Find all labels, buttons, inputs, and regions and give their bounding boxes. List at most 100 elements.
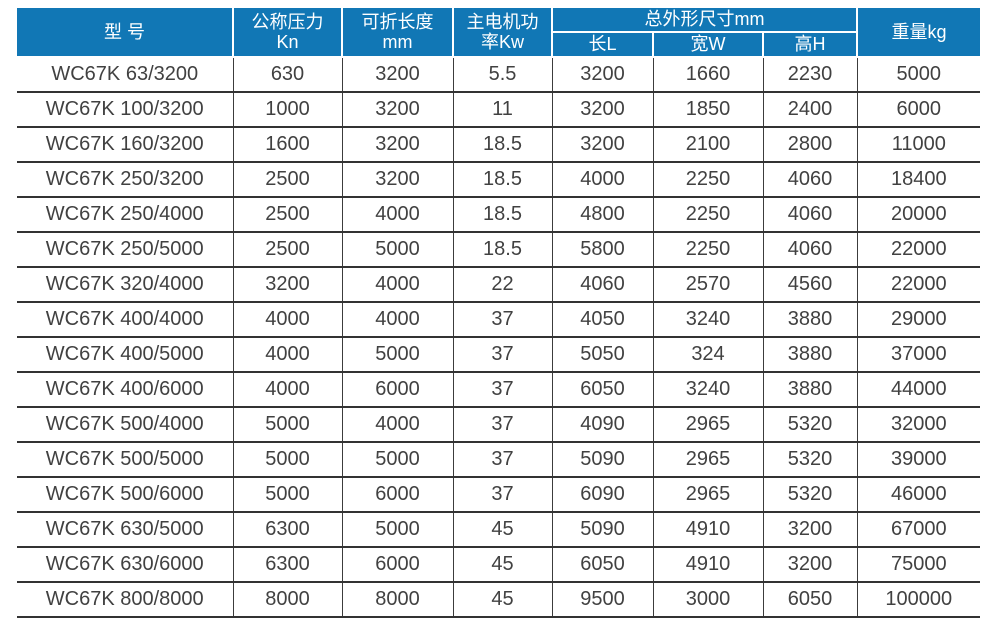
cell-fold-length: 4000: [342, 267, 454, 304]
cell-weight: 39000: [857, 442, 981, 479]
cell-model: WC67K 250/5000: [17, 232, 234, 269]
cell-model: WC67K 400/5000: [17, 337, 234, 374]
cell-fold-length: 4000: [342, 407, 454, 444]
cell-model: WC67K 500/4000: [17, 407, 234, 444]
table-row: WC67K 500/4000 5000 4000 37 4090 2965 53…: [17, 407, 981, 444]
cell-dim-height: 5320: [763, 407, 858, 444]
cell-fold-length: 3200: [342, 57, 454, 94]
cell-fold-length: 5000: [342, 512, 454, 549]
cell-dim-width: 1850: [653, 92, 764, 129]
cell-dim-height: 3880: [763, 372, 858, 409]
cell-pressure: 2500: [233, 162, 343, 199]
cell-dim-height: 3880: [763, 337, 858, 374]
cell-dim-height: 3200: [763, 512, 858, 549]
header-dim-length: 长L: [552, 31, 654, 59]
cell-model: WC67K 800/8000: [17, 582, 234, 619]
cell-dim-height: 3880: [763, 302, 858, 339]
cell-pressure: 3200: [233, 267, 343, 304]
cell-weight: 100000: [857, 582, 981, 619]
cell-weight: 22000: [857, 267, 981, 304]
cell-weight: 11000: [857, 127, 981, 164]
cell-weight: 32000: [857, 407, 981, 444]
cell-dim-height: 2230: [763, 57, 858, 94]
cell-dim-height: 3200: [763, 547, 858, 584]
header-dim-height: 高H: [761, 31, 858, 59]
cell-pressure: 630: [233, 57, 343, 94]
cell-dim-height: 2400: [763, 92, 858, 129]
cell-dim-height: 2800: [763, 127, 858, 164]
cell-model: WC67K 500/6000: [17, 477, 234, 514]
cell-pressure: 8000: [233, 582, 343, 619]
cell-dim-height: 5320: [763, 442, 858, 479]
cell-dim-width: 2570: [653, 267, 764, 304]
cell-pressure: 5000: [233, 407, 343, 444]
cell-dim-length: 4060: [552, 267, 654, 304]
header-motor-power-line1: 主电机功: [466, 11, 539, 32]
cell-dim-width: 324: [653, 337, 764, 374]
cell-model: WC67K 630/6000: [17, 547, 234, 584]
cell-dim-height: 4060: [763, 162, 858, 199]
cell-dim-width: 2965: [653, 477, 764, 514]
table-row: WC67K 100/3200 1000 3200 11 3200 1850 24…: [17, 92, 981, 129]
cell-dim-width: 2100: [653, 127, 764, 164]
cell-model: WC67K 400/4000: [17, 302, 234, 339]
table-row: WC67K 250/3200 2500 3200 18.5 4000 2250 …: [17, 162, 981, 199]
cell-dim-length: 5090: [552, 442, 654, 479]
table-row: WC67K 250/4000 2500 4000 18.5 4800 2250 …: [17, 197, 981, 234]
cell-fold-length: 3200: [342, 92, 454, 129]
cell-motor-power: 45: [453, 582, 553, 619]
cell-fold-length: 3200: [342, 127, 454, 164]
table-row: WC67K 630/6000 6300 6000 45 6050 4910 32…: [17, 547, 981, 584]
table-row: WC67K 500/5000 5000 5000 37 5090 2965 53…: [17, 442, 981, 479]
cell-pressure: 2500: [233, 232, 343, 269]
header-pressure: 公称压力 Kn: [232, 8, 343, 59]
header-model: 型 号: [17, 8, 234, 59]
cell-dim-width: 2250: [653, 232, 764, 269]
header-motor-power: 主电机功 率Kw: [452, 8, 553, 59]
table-row: WC67K 400/4000 4000 4000 37 4050 3240 38…: [17, 302, 981, 339]
cell-dim-length: 4050: [552, 302, 654, 339]
cell-motor-power: 37: [453, 337, 553, 374]
cell-fold-length: 5000: [342, 337, 454, 374]
header-pressure-line2: Kn: [276, 31, 299, 52]
cell-pressure: 4000: [233, 337, 343, 374]
cell-weight: 37000: [857, 337, 981, 374]
cell-model: WC67K 500/5000: [17, 442, 234, 479]
header-model-label: 型 号: [103, 21, 145, 42]
cell-dim-width: 4910: [653, 547, 764, 584]
header-dim-width: 宽W: [652, 31, 764, 59]
cell-motor-power: 5.5: [453, 57, 553, 94]
table-row: WC67K 160/3200 1600 3200 18.5 3200 2100 …: [17, 127, 981, 164]
cell-dim-length: 4800: [552, 197, 654, 234]
cell-model: WC67K 100/3200: [17, 92, 234, 129]
cell-pressure: 1600: [233, 127, 343, 164]
cell-fold-length: 6000: [342, 477, 454, 514]
cell-dim-width: 4910: [653, 512, 764, 549]
header-motor-power-line2: 率Kw: [480, 31, 524, 52]
cell-dim-length: 5050: [552, 337, 654, 374]
cell-pressure: 4000: [233, 372, 343, 409]
cell-dim-length: 3200: [552, 127, 654, 164]
cell-model: WC67K 630/5000: [17, 512, 234, 549]
cell-motor-power: 37: [453, 372, 553, 409]
cell-weight: 67000: [857, 512, 981, 549]
cell-fold-length: 5000: [342, 232, 454, 269]
cell-motor-power: 45: [453, 512, 553, 549]
cell-fold-length: 4000: [342, 197, 454, 234]
cell-dim-height: 4060: [763, 232, 858, 269]
table-row: WC67K 63/3200 630 3200 5.5 3200 1660 223…: [17, 57, 981, 94]
cell-motor-power: 18.5: [453, 127, 553, 164]
cell-dim-length: 4000: [552, 162, 654, 199]
cell-weight: 18400: [857, 162, 981, 199]
table-row: WC67K 400/6000 4000 6000 37 6050 3240 38…: [17, 372, 981, 409]
cell-pressure: 5000: [233, 477, 343, 514]
cell-motor-power: 37: [453, 442, 553, 479]
cell-pressure: 4000: [233, 302, 343, 339]
cell-fold-length: 3200: [342, 162, 454, 199]
cell-dim-height: 5320: [763, 477, 858, 514]
cell-dim-width: 2250: [653, 162, 764, 199]
header-dims-group-label: 总外形尺寸mm: [644, 9, 765, 29]
cell-dim-width: 3000: [653, 582, 764, 619]
cell-pressure: 6300: [233, 512, 343, 549]
cell-dim-length: 6090: [552, 477, 654, 514]
